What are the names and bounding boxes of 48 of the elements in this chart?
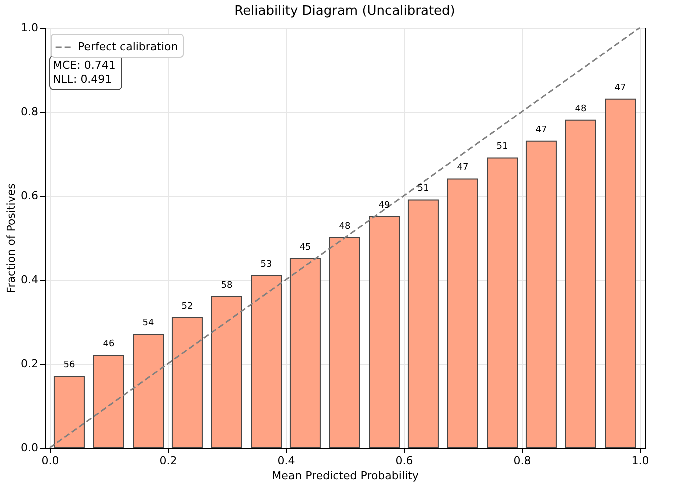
annotation: 49	[378, 201, 391, 211]
bar	[212, 296, 242, 448]
y-tick-label: 0.0	[21, 442, 38, 454]
x-tick-label: 0.2	[160, 454, 178, 468]
x-tick-label: 0.8	[514, 454, 532, 468]
bar	[408, 200, 439, 448]
annotation: 46	[103, 340, 115, 350]
annotation: 48	[339, 222, 351, 232]
annotation: 52	[182, 302, 194, 312]
bar	[566, 120, 596, 448]
y-tick-label: 0.2	[21, 358, 38, 370]
y-tick-label: 1.0	[21, 22, 38, 34]
y-tick-label: 0.4	[21, 274, 38, 286]
annotation: 58	[221, 280, 233, 291]
annotation: 47	[457, 163, 469, 174]
x-axis-title: Mean Predicted Probability	[272, 470, 420, 482]
y-tick-label: 0.8	[21, 106, 38, 118]
bar	[605, 98, 636, 448]
bar	[172, 317, 203, 448]
annotation: 56	[64, 360, 76, 371]
annotation: NLL: 0.491	[53, 73, 112, 86]
bar	[94, 355, 124, 448]
annotation: 51	[418, 184, 430, 194]
annotation: 48	[575, 104, 587, 114]
x-tick-label: 0.0	[42, 454, 60, 468]
x-tick-label: 0.6	[396, 454, 414, 468]
annotation: 51	[496, 142, 508, 152]
legend-label: Perfect calibration	[78, 40, 178, 54]
bar	[251, 275, 282, 448]
annotation: 45	[300, 243, 312, 253]
x-tick-label: 0.4	[278, 454, 296, 468]
bar	[54, 376, 85, 448]
bar	[290, 258, 321, 448]
bar	[133, 334, 164, 448]
y-axis-title: Fraction of Positives	[5, 183, 18, 294]
chart-title: Reliability Diagram (Uncalibrated)	[234, 4, 456, 19]
bar	[487, 158, 518, 448]
x-tick-label: 1.0	[632, 454, 650, 468]
annotation: 53	[260, 260, 272, 270]
bar	[526, 140, 557, 448]
annotation: 47	[614, 83, 626, 94]
annotation: 54	[142, 318, 155, 329]
annotation: MCE: 0.741	[53, 59, 116, 72]
bar	[448, 178, 478, 448]
bar	[369, 216, 400, 448]
bar	[330, 238, 360, 448]
y-tick-label: 0.6	[21, 190, 38, 202]
annotation: 47	[536, 125, 548, 136]
